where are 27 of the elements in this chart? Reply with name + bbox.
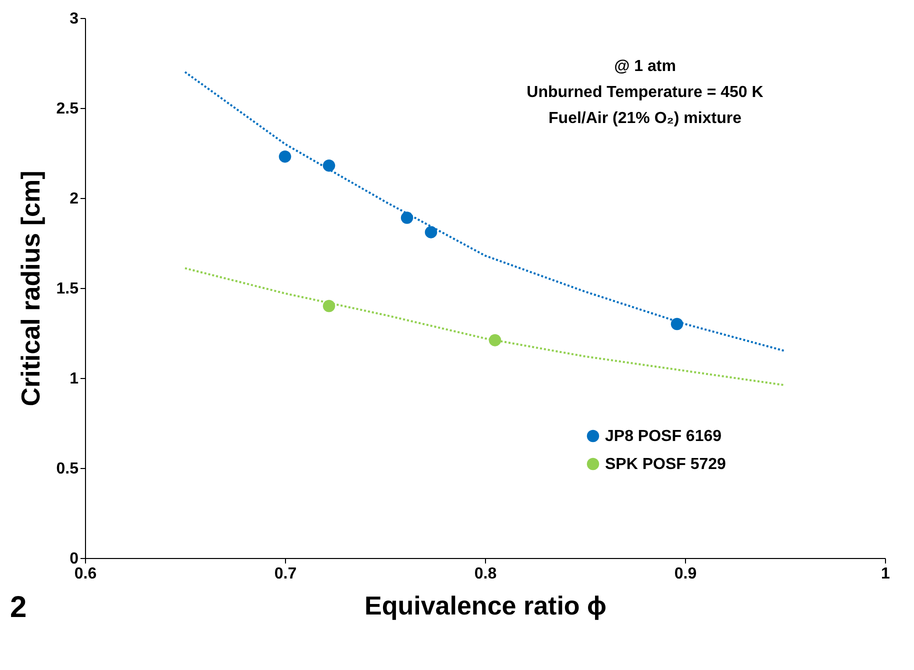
x-tick-label: 1 (881, 566, 890, 582)
annotation: Unburned Temperature = 450 K (526, 84, 764, 101)
point (424, 226, 438, 238)
y-tick-label: 1 (70, 370, 79, 388)
line-series (184, 267, 786, 386)
text: 2 (10, 591, 27, 624)
x-tick-label: 0.7 (274, 566, 297, 582)
x-tick-label: 0.6 (74, 566, 97, 582)
legend-label: JP8 POSF 6169 (605, 428, 722, 445)
point (322, 159, 336, 172)
point (322, 300, 336, 312)
y-tick-label: 0.5 (56, 460, 79, 478)
y-tick-label: 3 (70, 10, 79, 28)
annotation: Fuel/Air (21% O₂) mixture (548, 110, 742, 127)
annotation: @ 1 atm (614, 58, 676, 75)
x-tick-label: 0.9 (674, 566, 697, 582)
y-tick-label: 1.5 (56, 280, 79, 298)
y-tick-label: 0 (70, 550, 79, 568)
y-tick-label: 2 (70, 190, 79, 208)
x-tick-label: 0.8 (474, 566, 497, 582)
point (400, 212, 414, 224)
point (278, 150, 292, 163)
y-axis-title: Critical radius [cm] (15, 170, 46, 406)
x-axis-title: Equivalence ratio ϕ (364, 590, 607, 620)
legend-label: SPK POSF 5729 (605, 456, 726, 473)
point (670, 318, 684, 330)
y-tick-label: 2.5 (56, 100, 79, 118)
